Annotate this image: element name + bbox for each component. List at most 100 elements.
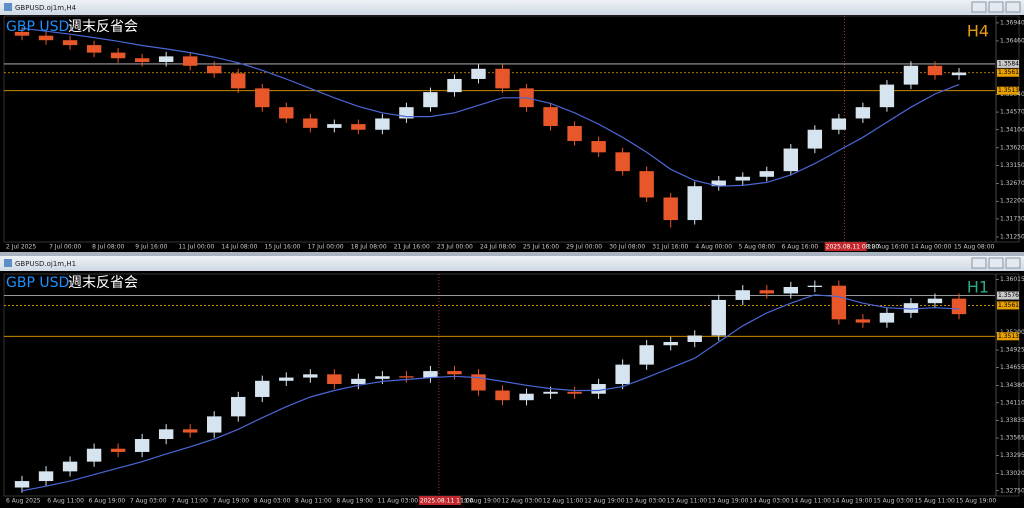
candle-body — [447, 371, 462, 375]
candle-body — [951, 72, 967, 76]
candle-body — [207, 416, 222, 433]
x-tick-label: 7 Aug 11:00 — [171, 498, 208, 505]
y-tick-label: 1.35200 — [1000, 329, 1024, 336]
candle-body — [279, 107, 294, 119]
candle-body — [639, 171, 654, 198]
x-tick-label: 6 Aug 2025 — [6, 498, 41, 505]
y-tick-label: 1.33150 — [1000, 162, 1024, 169]
candle-body — [158, 429, 174, 440]
chart-window: GBPUSD.oj1m,H1 1.36015 1.35200 1.34925 1.34… — [0, 256, 1024, 508]
x-tick-label: 17 Jul 00:00 — [308, 244, 344, 251]
price-tag-label: 1.35615 — [998, 302, 1023, 309]
price-tag — [997, 59, 1019, 68]
crosshair-label: 2025.08.11 11:00 — [420, 498, 474, 505]
x-tick-label: 7 Aug 03:00 — [130, 498, 167, 505]
candle-body — [591, 384, 606, 394]
candle-body — [735, 290, 750, 300]
candle-body — [327, 124, 342, 128]
y-tick-label: 1.34570 — [1000, 109, 1024, 116]
y-tick-label: 1.34655 — [1000, 364, 1024, 371]
candle-body — [495, 68, 510, 89]
candle-body — [639, 345, 654, 365]
candle-body — [182, 56, 198, 66]
y-tick-label: 1.31730 — [1000, 215, 1024, 222]
candle-body — [759, 171, 774, 177]
candle-body — [687, 186, 702, 221]
y-tick-label: 1.33565 — [1000, 435, 1024, 442]
minimize-button[interactable] — [971, 257, 987, 269]
candle-body — [807, 285, 823, 287]
candle-body — [903, 303, 919, 313]
y-tick-label: 1.36460 — [1000, 37, 1024, 44]
candle-body — [351, 378, 366, 385]
price-tag-label: 1.35138 — [998, 87, 1023, 94]
candle-body — [303, 374, 318, 378]
x-tick-label: 11 Aug 19:00 — [460, 498, 501, 505]
y-tick-label: 1.32200 — [1000, 198, 1024, 205]
crosshair-label: 2025.08.11 08:00 — [826, 244, 880, 251]
price-tag — [997, 86, 1019, 95]
candle-body — [687, 335, 702, 342]
close-button[interactable] — [1005, 257, 1021, 269]
candle-body — [447, 78, 462, 93]
x-tick-label: 25 Jul 16:00 — [523, 244, 559, 251]
minimize-button[interactable] — [971, 1, 987, 13]
x-tick-label: 15 Aug 08:00 — [954, 244, 995, 251]
timeframe-label: H4 — [967, 22, 989, 41]
timeframe-label: H1 — [967, 278, 989, 297]
x-tick-label: 31 Jul 16:00 — [652, 244, 688, 251]
candle-body — [855, 107, 871, 119]
price-tag — [997, 68, 1019, 77]
candle-body — [879, 312, 895, 323]
x-tick-label: 11 Aug 03:00 — [378, 498, 419, 505]
candle-body — [423, 92, 438, 108]
candle-body — [903, 65, 919, 85]
candle-body — [711, 180, 726, 187]
plot-border — [3, 15, 1020, 243]
candle-body — [62, 461, 78, 472]
caption-label: 週末反省会 — [68, 19, 138, 35]
x-tick-label: 12 Aug 11:00 — [543, 498, 584, 505]
x-tick-label: 14 Jul 08:00 — [221, 244, 257, 251]
candle-body — [255, 380, 270, 397]
candle-body — [471, 68, 486, 79]
y-tick-label: 1.36940 — [1000, 19, 1024, 26]
candle-body — [567, 391, 582, 394]
candle-body — [663, 341, 678, 346]
moving-average — [21, 27, 960, 187]
candle-body — [927, 298, 943, 304]
maximize-button[interactable] — [988, 1, 1004, 13]
candle-body — [615, 152, 630, 172]
price-tag-label: 1.35849 — [998, 60, 1023, 67]
candle-body — [783, 286, 799, 294]
close-button[interactable] — [1005, 1, 1021, 13]
maximize-button[interactable] — [988, 257, 1004, 269]
x-tick-label: 24 Jul 08:00 — [480, 244, 516, 251]
candle-body — [279, 377, 294, 381]
candle-body — [807, 129, 823, 149]
y-tick-label: 1.33620 — [1000, 144, 1024, 151]
x-tick-label: 13 Aug 03:00 — [625, 498, 666, 505]
y-tick-label: 1.34380 — [1000, 382, 1024, 389]
price-tag — [997, 301, 1019, 310]
candle-body — [375, 376, 390, 379]
x-tick-label: 23 Jul 00:00 — [437, 244, 473, 251]
x-tick-label: 9 Jul 16:00 — [135, 244, 167, 251]
candle-body — [182, 429, 198, 433]
candle-body — [735, 176, 750, 181]
y-tick-label: 1.36015 — [1000, 276, 1024, 283]
x-tick-label: 12 Aug 03:00 — [502, 498, 543, 505]
candle-body — [134, 439, 150, 452]
chart-window: GBPUSD.oj1m,H4 1.369401.364601.350401.34… — [0, 0, 1024, 252]
candle-body — [327, 374, 342, 385]
x-tick-label: 8 Aug 19:00 — [336, 498, 373, 505]
window-title: GBPUSD.oj1m,H4 — [15, 4, 77, 12]
title-bar — [0, 0, 1024, 15]
window-frame — [0, 0, 1024, 252]
x-tick-label: 18 Jul 08:00 — [351, 244, 387, 251]
symbol-label: GBP USD — [6, 275, 69, 291]
x-tick-label: 14 Aug 19:00 — [832, 498, 873, 505]
symbol-label: GBP USD — [6, 19, 69, 35]
candle-body — [38, 35, 54, 41]
window-icon — [4, 3, 12, 11]
